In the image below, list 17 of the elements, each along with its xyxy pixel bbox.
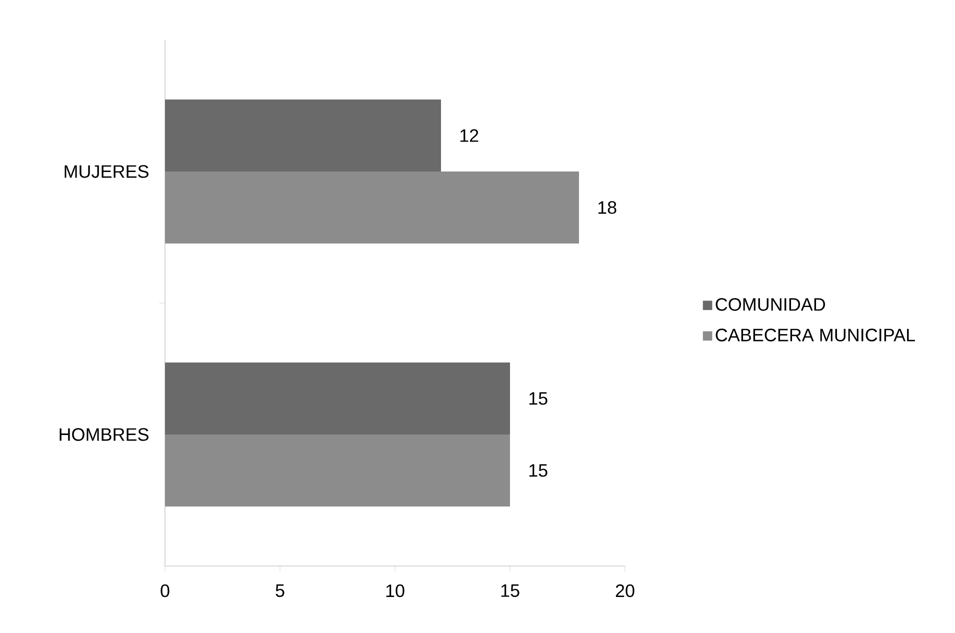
x-tick-label: 20 <box>616 584 634 598</box>
x-tick-label: 10 <box>386 584 404 598</box>
bar <box>165 362 510 435</box>
x-tick-label: 0 <box>160 584 170 598</box>
bar <box>165 100 442 172</box>
x-tick-label: 5 <box>276 584 284 597</box>
y-tick-label: MUJERES <box>64 165 148 178</box>
x-tick-label: 15 <box>501 584 520 597</box>
data-label: 18 <box>598 201 616 214</box>
legend-label: COMUNIDAD <box>716 298 826 311</box>
data-label: 15 <box>529 464 548 477</box>
bar <box>165 434 510 507</box>
data-label: 12 <box>460 129 478 142</box>
legend-label: CABECERA MUNICIPAL <box>716 328 915 342</box>
y-tick-label: HOMBRES <box>60 428 148 441</box>
data-label: 15 <box>529 392 548 405</box>
bar <box>165 172 580 244</box>
